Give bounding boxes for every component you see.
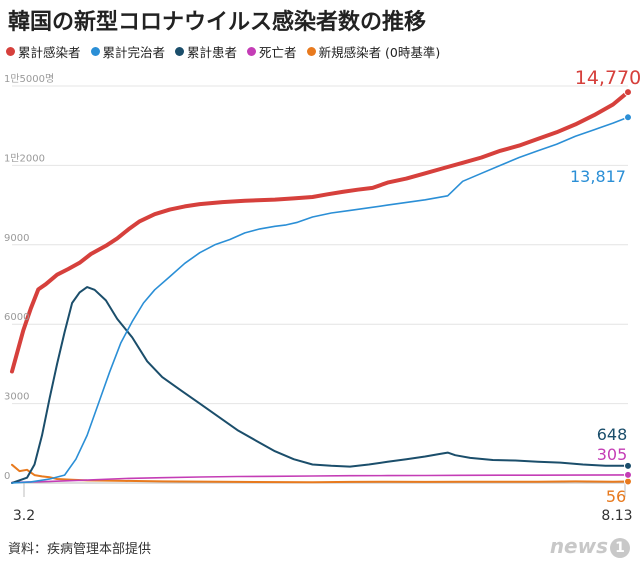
series-end-point (624, 470, 632, 479)
series-end-point (624, 477, 632, 486)
legend-item: 死亡者 (247, 42, 297, 61)
series-end-label: 648 (597, 425, 628, 444)
x-end-label: 8.13 (601, 508, 632, 524)
legend-label: 死亡者 (259, 45, 297, 60)
legend-swatch (247, 47, 257, 56)
series-line (11, 463, 629, 484)
legend-item: 累計患者 (175, 42, 237, 61)
series-line (11, 474, 629, 484)
legend-item: 累計完治者 (90, 42, 166, 61)
series-end-point (624, 88, 632, 97)
legend-label: 累計患者 (187, 45, 238, 60)
y-tick-label: 0 (4, 471, 10, 482)
y-tick-label: 6000 (4, 312, 29, 323)
legend-item: 累計感染者 (6, 42, 81, 61)
label-layer: 0 3000 6000 9000 1만2000 1만5000명 3.2 8.13 14,770 1… (4, 67, 640, 524)
series-end-label: 305 (597, 445, 628, 464)
legend-swatch (175, 47, 185, 56)
series-end-point (624, 113, 632, 122)
y-tick-label: 9000 (4, 233, 29, 244)
legend-label: 累計完治者 (102, 45, 166, 60)
y-tick-label: 3000 (4, 392, 29, 403)
legend-item: 新規感染者 (0時基準) (306, 42, 441, 61)
chart-legend: 累計感染者 累計完治者 累計患者 死亡者 新規感染者 (0時基準) (6, 42, 440, 61)
source-note: 資料：疾病管理本部提供 (8, 542, 152, 557)
series-line (10, 90, 630, 374)
series-line (11, 116, 629, 484)
x-start-label: 3.2 (13, 508, 35, 524)
logo-badge: 1 (610, 537, 630, 558)
news1-logo: news 1 (550, 534, 630, 558)
page-title: 韓国の新型コロナウイルス感染者数の推移 (8, 10, 427, 35)
line-chart: 0 3000 6000 9000 1만2000 1만5000명 3.2 8.13 14,770 1… (4, 67, 640, 524)
logo-text: news (549, 534, 608, 558)
series-layer (10, 88, 632, 486)
grid-layer (12, 85, 628, 497)
series-end-label: 13,817 (570, 167, 626, 186)
legend-swatch (6, 47, 15, 56)
y-tick-label: 1만2000 (4, 152, 45, 164)
y-tick-label: 1만5000명 (4, 73, 54, 85)
legend-swatch (306, 47, 316, 56)
legend-label: 新規感染者 (0時基準) (318, 45, 441, 60)
legend-label: 累計感染者 (18, 45, 81, 60)
series-end-point (624, 461, 632, 470)
legend-swatch (90, 47, 100, 56)
series-line (11, 286, 629, 484)
series-end-label: 56 (606, 487, 626, 506)
series-end-label: 14,770 (575, 67, 640, 89)
